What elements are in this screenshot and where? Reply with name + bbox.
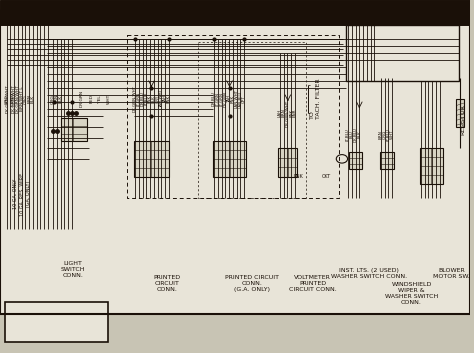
Bar [456, 99, 464, 127]
Text: GRY: GRY [155, 95, 160, 103]
Text: LAN.WHT: LAN.WHT [235, 89, 238, 108]
Text: DK.GRN/WHT
L,ONLY: DK.GRN/WHT L,ONLY [6, 84, 15, 113]
Text: BLK: BLK [152, 95, 156, 103]
Text: YEL: YEL [98, 95, 102, 103]
Text: INST. LTS. (2 USED)
WASHER SWITCH CONN.: INST. LTS. (2 USED) WASHER SWITCH CONN. [331, 268, 407, 279]
Text: BRN: BRN [27, 94, 31, 103]
Text: BRN: BRN [282, 109, 286, 117]
Text: DK.BLU: DK.BLU [212, 91, 216, 106]
Text: PNK: PNK [289, 109, 293, 117]
Bar [134, 141, 169, 176]
Bar [349, 152, 362, 169]
Text: BLK: BLK [31, 95, 35, 103]
Text: LT.GRN: LT.GRN [219, 92, 224, 106]
Text: LT.BLU: LT.BLU [144, 92, 148, 105]
Text: DK.GRN/WHT: DK.GRN/WHT [16, 84, 20, 113]
Text: BRN/WHT L: BRN/WHT L [19, 86, 24, 111]
Text: CKT: CKT [322, 174, 331, 179]
Text: LT.GRN: LT.GRN [216, 92, 220, 106]
Text: BRN: BRN [379, 130, 383, 138]
Text: LT.GRN: LT.GRN [137, 92, 141, 106]
Bar [346, 25, 458, 81]
Text: VOLTMETER
PRINTED
CIRCUIT CONN.: VOLTMETER PRINTED CIRCUIT CONN. [289, 275, 337, 292]
Bar [61, 118, 87, 141]
Bar [278, 148, 297, 176]
Text: WINDSHIELD
WIPER &
WASHER SWITCH
CONN.: WINDSHIELD WIPER & WASHER SWITCH CONN. [385, 282, 438, 305]
Text: LIGHT
SWITCH
CONN.: LIGHT SWITCH CONN. [61, 261, 85, 278]
Text: TO
TACH. FILTER: TO TACH. FILTER [310, 78, 321, 119]
Text: TAH: TAH [227, 95, 231, 103]
Text: PNK: PNK [231, 95, 235, 103]
Text: ORG: ORG [5, 94, 9, 104]
Bar [0, 11, 470, 314]
Text: TAH: TAH [163, 95, 167, 103]
Text: WHT: WHT [390, 129, 394, 139]
Text: ORG: ORG [23, 94, 27, 104]
Text: PNK: PNK [167, 95, 171, 103]
Text: DR.GRN/WHT: DR.GRN/WHT [285, 99, 289, 127]
Text: BRN: BRN [55, 94, 58, 103]
Text: LAH: LAH [278, 109, 282, 117]
Text: DK.BLU: DK.BLU [354, 127, 357, 142]
Bar [420, 148, 443, 184]
Text: 10 GA. RES. WIRE
(GA. ONLY): 10 GA. RES. WIRE (GA. ONLY) [20, 173, 31, 216]
Text: DK.GRN/WHT: DK.GRN/WHT [12, 84, 16, 113]
Text: PRINTED CIRCUIT
CONN.
(G.A. ONLY): PRINTED CIRCUIT CONN. (G.A. ONLY) [225, 275, 279, 292]
Text: BLOWER
MOTOR SW.: BLOWER MOTOR SW. [433, 268, 470, 279]
Text: CPT: CPT [242, 95, 246, 103]
Bar [380, 152, 394, 169]
Text: BLK: BLK [357, 130, 361, 138]
Text: PNK: PNK [148, 95, 152, 103]
Bar [5, 302, 108, 342]
Text: 10 GA. ONLY: 10 GA. ONLY [12, 179, 18, 209]
Text: PNK: PNK [294, 174, 303, 179]
Text: DR.GRN: DR.GRN [79, 90, 83, 107]
Text: DK.GRN: DK.GRN [223, 91, 227, 107]
Text: ORG: ORG [51, 94, 55, 104]
Text: ENR: ENR [293, 109, 297, 117]
Text: WHT: WHT [107, 94, 110, 104]
Text: RESISTOR: RESISTOR [460, 104, 465, 136]
Text: RED: RED [90, 94, 94, 103]
Text: BLK: BLK [58, 95, 62, 103]
Text: LT.BLU: LT.BLU [346, 128, 350, 140]
Text: DK.GRN-WHT: DK.GRN-WHT [133, 85, 137, 112]
Text: BLU: BLU [350, 130, 354, 138]
Text: DK.BLU: DK.BLU [140, 91, 145, 106]
Bar [213, 141, 246, 176]
Bar [0, 0, 470, 25]
Text: TAH-WHT: TAH-WHT [159, 89, 164, 108]
Text: LT.BLU: LT.BLU [386, 128, 391, 140]
Text: PRINTED
CIRCUIT
CONN.: PRINTED CIRCUIT CONN. [154, 275, 181, 292]
Text: LAN.BLU: LAN.BLU [238, 90, 242, 108]
Text: ORG: ORG [383, 130, 387, 139]
